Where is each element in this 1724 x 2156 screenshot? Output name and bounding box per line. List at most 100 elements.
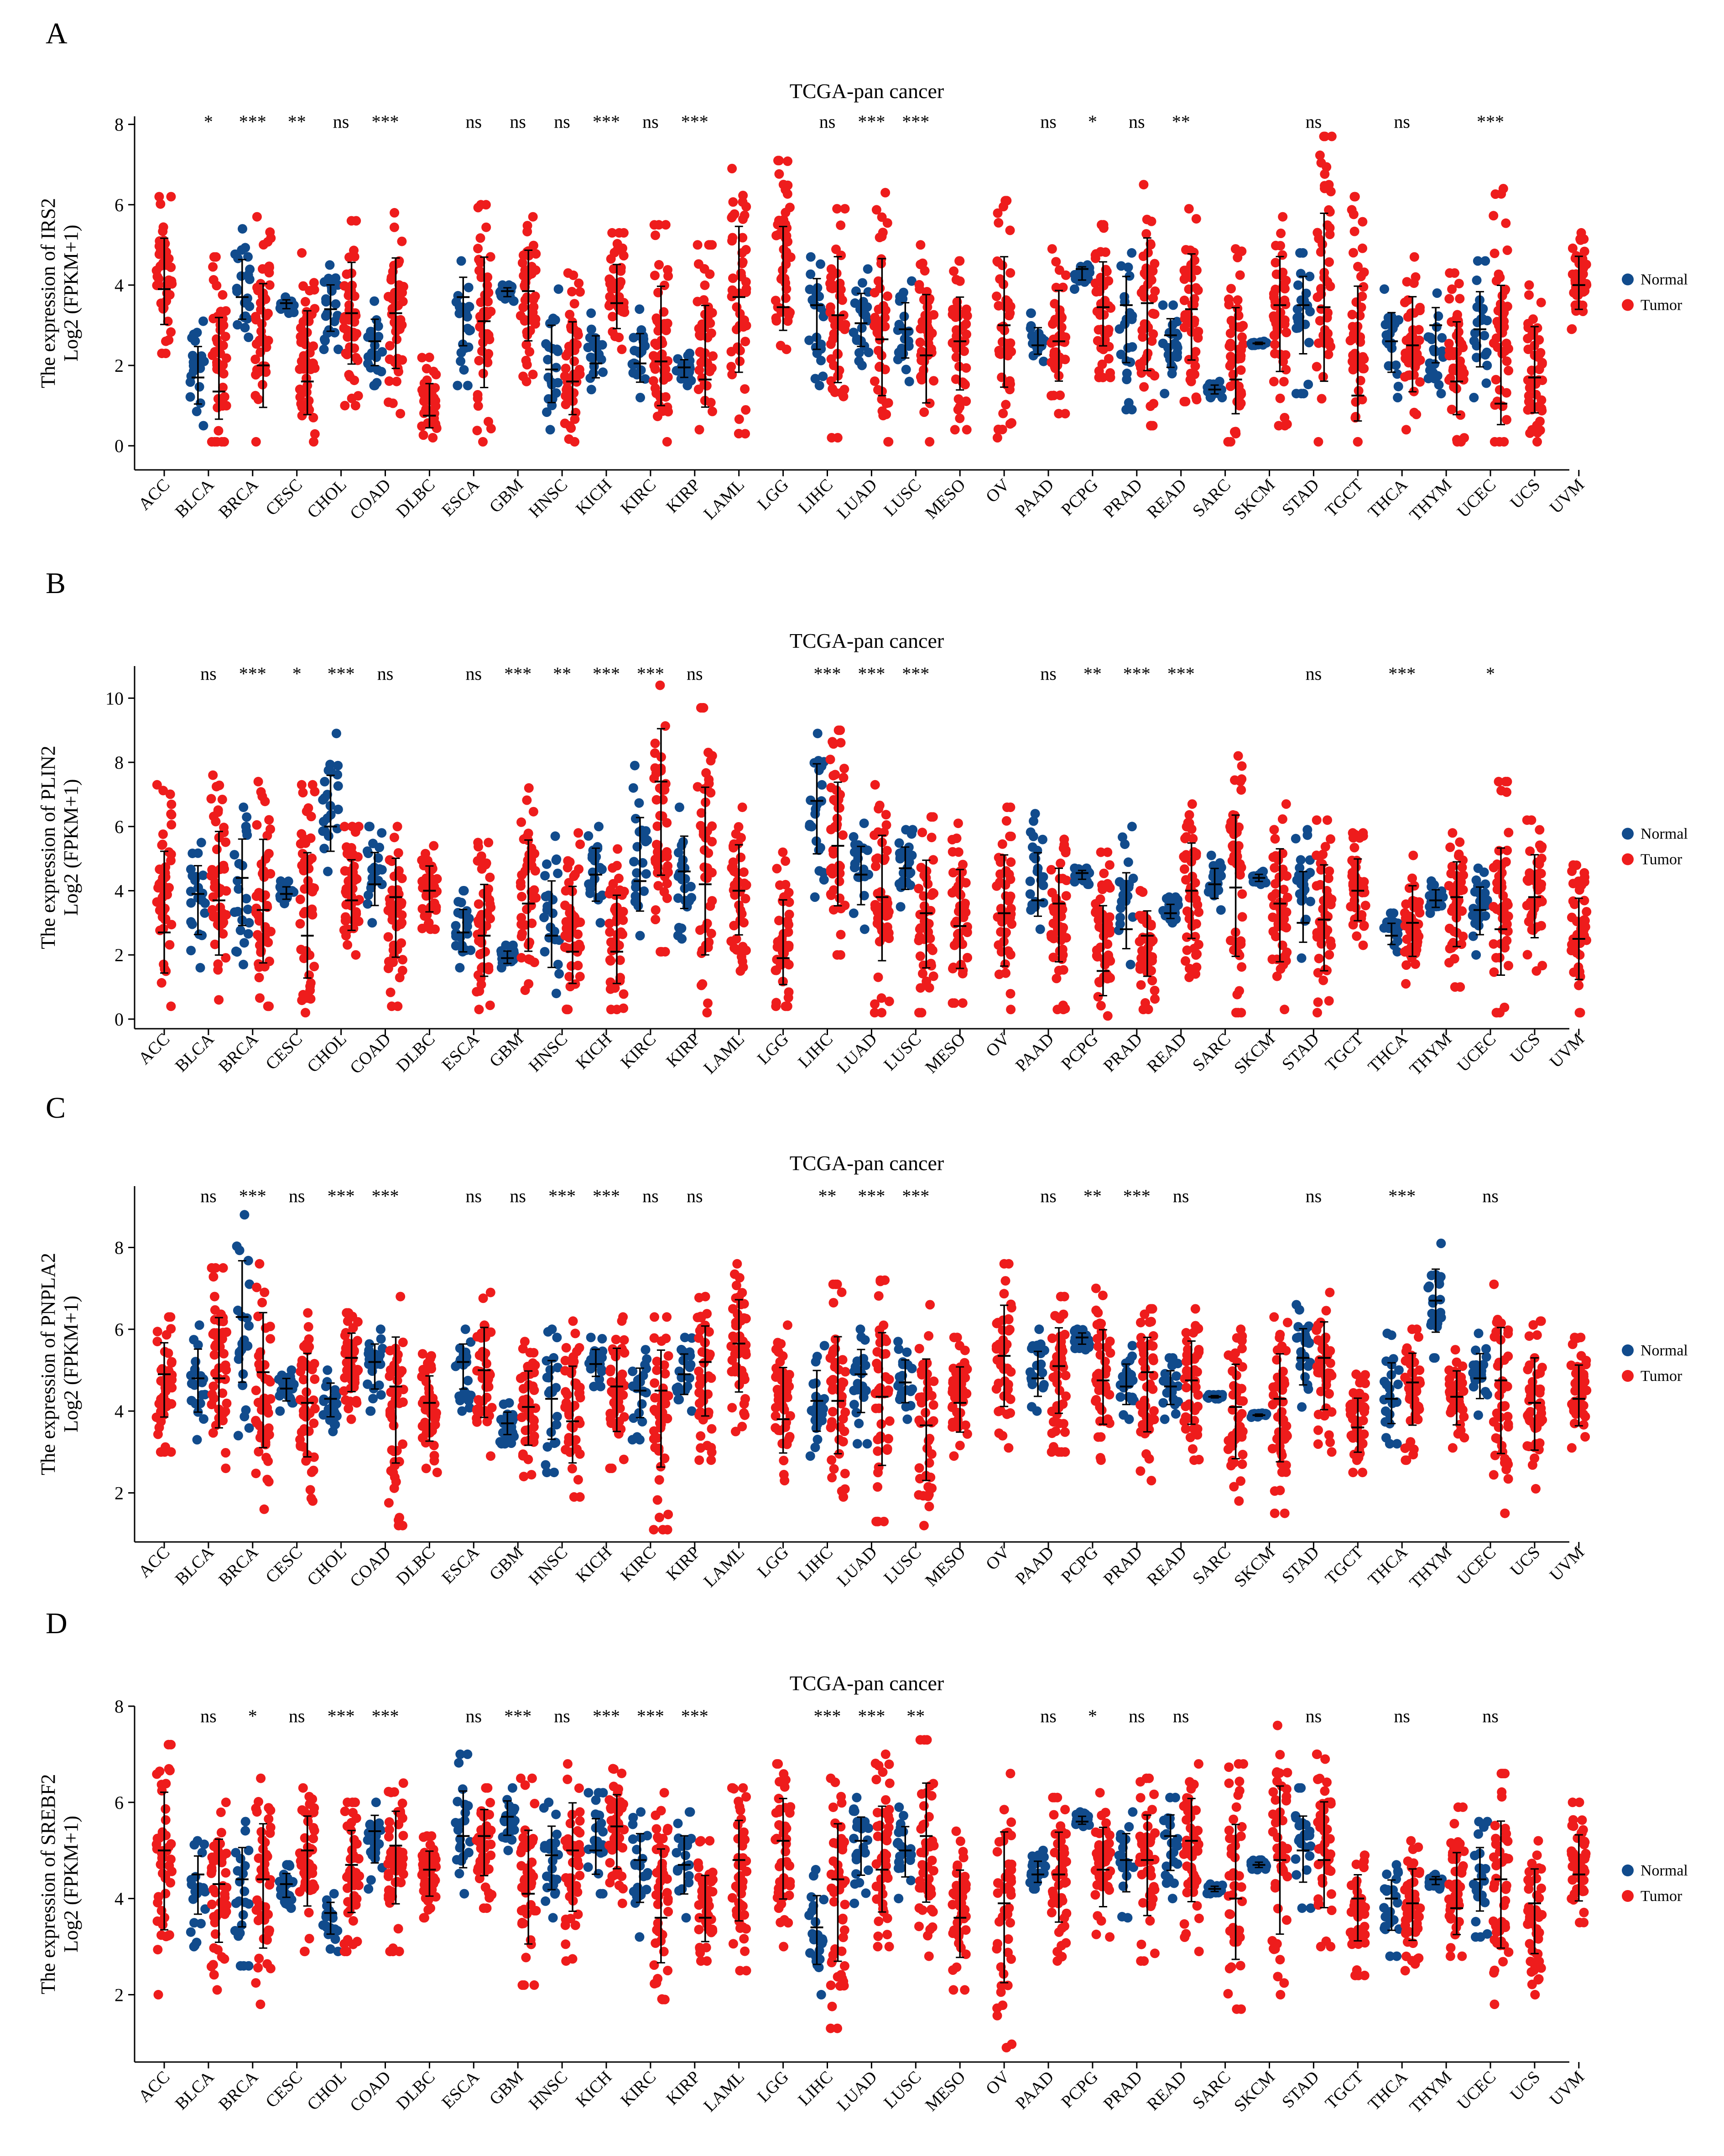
tumor-point bbox=[575, 839, 585, 849]
tumor-point bbox=[1409, 252, 1419, 262]
significance-label: ns bbox=[466, 111, 482, 132]
tumor-point bbox=[955, 413, 965, 423]
tumor-point bbox=[1058, 1000, 1068, 1010]
tumor-point bbox=[389, 951, 399, 961]
tumor-point bbox=[831, 785, 841, 795]
tumor-point bbox=[1146, 401, 1156, 411]
normal-point bbox=[1297, 953, 1307, 963]
normal-points bbox=[1025, 809, 1048, 934]
normal-point bbox=[245, 264, 255, 274]
normal-point bbox=[321, 294, 331, 304]
panel-A: A TCGA-pan cancer The expression of IRS2 Lo… bbox=[37, 17, 1688, 525]
tumor-point bbox=[213, 337, 223, 347]
tumor-point bbox=[1318, 372, 1328, 382]
category-lgg: LGG bbox=[754, 156, 796, 514]
tumor-point bbox=[605, 275, 615, 285]
normal-point bbox=[185, 392, 195, 402]
tumor-point bbox=[1136, 953, 1146, 963]
tumor-point bbox=[1407, 873, 1417, 883]
tumor-point bbox=[651, 839, 661, 849]
tumor-point bbox=[1139, 382, 1149, 392]
tumor-point bbox=[1280, 319, 1290, 329]
normal-point bbox=[548, 908, 558, 918]
tumor-point bbox=[1001, 400, 1011, 410]
normal-point bbox=[857, 323, 867, 333]
significance-label: *** bbox=[239, 111, 266, 132]
tumor-point bbox=[214, 995, 224, 1005]
tumor-point bbox=[917, 828, 927, 838]
tumor-point bbox=[882, 218, 892, 228]
tumor-point bbox=[1320, 183, 1329, 193]
tumor-point bbox=[1236, 345, 1246, 355]
tumor-point bbox=[1356, 271, 1366, 281]
normal-point bbox=[1303, 380, 1313, 390]
tumor-point bbox=[295, 364, 305, 374]
tumor-point bbox=[650, 271, 660, 281]
tumor-point bbox=[516, 932, 526, 942]
tumor-point bbox=[152, 1337, 162, 1347]
normal-point bbox=[364, 822, 374, 832]
tumor-point bbox=[998, 408, 1008, 418]
normal-point bbox=[231, 946, 241, 956]
normal-point bbox=[542, 407, 552, 417]
normal-point bbox=[1038, 898, 1048, 908]
tumor-point bbox=[832, 268, 842, 278]
tumor-point bbox=[1529, 923, 1539, 933]
normal-point bbox=[466, 945, 476, 955]
tumor-point bbox=[155, 864, 165, 874]
tumor-point bbox=[1049, 906, 1059, 917]
tumor-point bbox=[217, 437, 227, 447]
tumor-point bbox=[827, 433, 837, 443]
normal-point bbox=[325, 760, 335, 770]
tumor-point bbox=[483, 272, 493, 282]
normal-point bbox=[1293, 280, 1303, 290]
tumor-point bbox=[1415, 355, 1425, 365]
normal-point bbox=[541, 339, 551, 349]
tumor-point bbox=[209, 1292, 219, 1302]
tumor-point bbox=[1105, 973, 1115, 983]
tumor-point bbox=[395, 973, 405, 983]
tumor-point bbox=[210, 437, 220, 447]
tumor-point bbox=[1005, 268, 1016, 278]
tumor-point bbox=[157, 1364, 167, 1374]
tumor-point bbox=[474, 899, 484, 909]
tumor-points bbox=[472, 200, 496, 447]
tumor-point bbox=[1096, 1001, 1106, 1010]
tumor-point bbox=[1415, 377, 1425, 387]
tumor-point bbox=[775, 880, 785, 890]
tumor-point bbox=[485, 252, 495, 262]
panel-letter: B bbox=[46, 567, 66, 600]
tumor-point bbox=[151, 1412, 161, 1422]
tumor-point bbox=[1146, 216, 1156, 226]
y-tick-label: 8 bbox=[115, 115, 124, 135]
tumor-point bbox=[1138, 932, 1148, 943]
tumor-point bbox=[651, 388, 661, 398]
tumor-point bbox=[1349, 248, 1358, 258]
tumor-point bbox=[353, 355, 363, 365]
normal-point bbox=[1480, 350, 1490, 360]
normal-point bbox=[242, 314, 252, 324]
normal-point bbox=[1295, 248, 1305, 258]
tumor-point bbox=[830, 770, 840, 780]
normal-point bbox=[1432, 288, 1442, 298]
x-tick-label: THCA bbox=[1365, 1029, 1411, 1076]
tumor-point bbox=[1136, 368, 1146, 378]
tumor-point bbox=[875, 361, 885, 371]
tumor-point bbox=[953, 405, 963, 415]
category-lihc: LIHC *** bbox=[794, 663, 850, 1072]
tumor-point bbox=[771, 1001, 781, 1011]
normal-point bbox=[540, 871, 550, 881]
normal-point bbox=[630, 814, 641, 823]
tumor-point bbox=[1410, 901, 1420, 911]
tumor-point bbox=[1581, 279, 1591, 289]
tumor-point bbox=[1326, 834, 1335, 844]
tumor-point bbox=[389, 833, 399, 843]
tumor-point bbox=[995, 274, 1005, 284]
normal-point bbox=[236, 271, 246, 281]
tumor-point bbox=[1448, 828, 1458, 838]
tumor-point bbox=[524, 954, 534, 964]
tumor-point bbox=[1528, 875, 1538, 885]
normal-point bbox=[1123, 343, 1133, 353]
